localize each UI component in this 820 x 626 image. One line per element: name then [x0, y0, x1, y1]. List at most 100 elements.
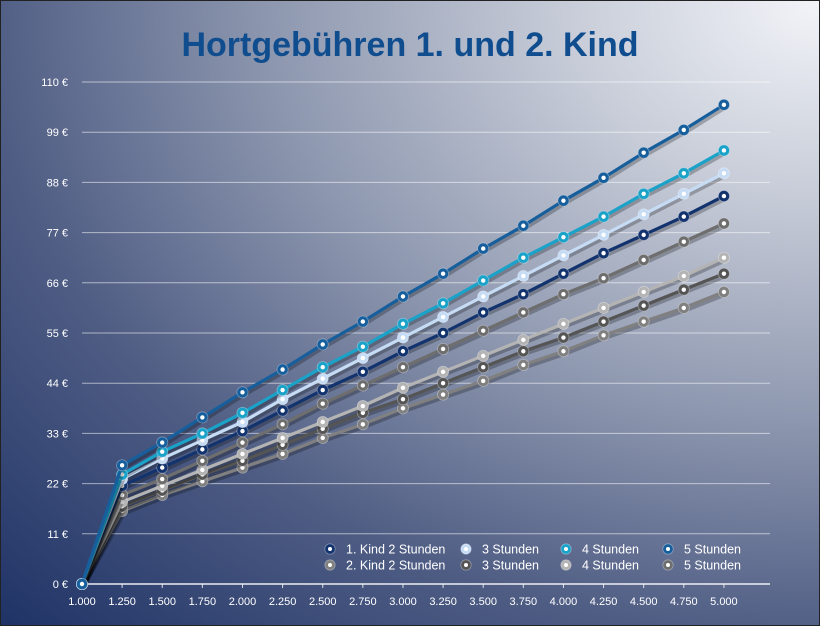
data-point-center [481, 378, 486, 384]
x-tick-label: 4.750 [670, 596, 698, 608]
data-point-center [721, 171, 727, 176]
data-point-center [481, 328, 486, 333]
data-point-center [200, 415, 205, 420]
legend-item: 4 Stunden [560, 559, 639, 573]
y-tick-label: 66 € [47, 278, 68, 290]
data-point-center [521, 310, 526, 315]
data-point-center [681, 305, 686, 311]
data-point-center [440, 330, 446, 336]
data-point-center [400, 321, 406, 327]
data-point-center [360, 344, 366, 349]
data-point-center [721, 102, 727, 108]
data-point-center [641, 232, 646, 238]
legend-label: 1. Kind 2 Stunden [346, 543, 445, 557]
data-point-center [641, 150, 646, 155]
data-point-center [440, 381, 446, 386]
data-point-center [160, 483, 165, 489]
data-point-center [481, 246, 486, 251]
legend-marker-center [328, 563, 332, 567]
data-point-center [721, 255, 727, 260]
data-point-center [481, 310, 486, 315]
legend-item: 5 Stunden [662, 559, 741, 573]
data-point-center [240, 419, 245, 425]
data-point-center [200, 467, 205, 473]
x-tick-label: 4.000 [550, 596, 578, 608]
data-point-center [641, 319, 646, 324]
series-2 [76, 167, 730, 591]
data-point-center [240, 390, 245, 395]
y-tick-label: 0 € [53, 579, 68, 591]
data-point-center [681, 273, 686, 279]
data-point-center [400, 294, 406, 299]
data-point-center [521, 223, 526, 228]
data-point-center [561, 234, 566, 240]
data-point-center [200, 447, 205, 452]
data-point-center [681, 239, 686, 244]
data-point-center [601, 276, 606, 281]
data-point-center [641, 257, 646, 263]
legend-item: 1. Kind 2 Stunden [324, 543, 445, 557]
data-point-center [521, 255, 526, 260]
x-tick-label: 2.000 [229, 596, 257, 608]
data-point-center [521, 349, 526, 354]
data-point-center [320, 342, 325, 347]
data-point-center [440, 369, 446, 374]
legend-item: 3 Stunden [460, 543, 539, 557]
data-point-center [280, 435, 285, 441]
series-shadow [81, 257, 727, 588]
data-point-center [280, 396, 285, 402]
data-point-center [561, 349, 566, 354]
data-point-center [721, 148, 727, 153]
data-point-center [119, 463, 125, 468]
data-point-center [119, 492, 125, 498]
data-point-center [320, 435, 325, 441]
x-tick-label: 2.500 [309, 596, 337, 608]
data-point-center [641, 212, 646, 217]
y-tick-label: 99 € [47, 127, 68, 139]
data-point-center [160, 456, 165, 461]
legend-marker-center [564, 547, 568, 551]
legend-label: 2. Kind 2 Stunden [346, 559, 445, 573]
series-4 [76, 98, 730, 591]
data-point-center [601, 250, 606, 256]
data-point-center [721, 221, 727, 226]
y-tick-label: 55 € [47, 328, 68, 340]
data-point-center [360, 422, 366, 427]
legend-marker-center [464, 563, 468, 567]
data-point-center [440, 314, 446, 320]
data-point-center [320, 419, 325, 425]
data-point-center [280, 442, 285, 448]
data-point-center [280, 451, 285, 457]
data-point-center [160, 449, 165, 454]
data-point-center [561, 198, 566, 203]
series-line [80, 103, 725, 585]
data-point-center [440, 392, 446, 397]
legend: 1. Kind 2 Stunden 3 Stunden 4 Stunden 5 Stu… [324, 543, 741, 573]
legend-label: 4 Stunden [582, 543, 639, 557]
data-point-center [521, 337, 526, 343]
data-point-center [280, 408, 285, 413]
data-point-center [200, 458, 205, 463]
data-point-center [721, 193, 727, 199]
x-tick-label: 3.000 [389, 596, 417, 608]
legend-label: 5 Stunden [684, 543, 741, 557]
y-tick-label: 88 € [47, 177, 68, 189]
x-tick-label: 2.250 [269, 596, 297, 608]
data-point-center [360, 369, 366, 374]
legend-label: 3 Stunden [482, 559, 539, 573]
series-line [80, 171, 725, 585]
data-point-center [200, 438, 205, 443]
data-point-center [601, 232, 606, 238]
legend-marker-center [464, 547, 468, 551]
data-point-center [601, 333, 606, 338]
data-point-center [561, 253, 566, 258]
data-point-center [240, 410, 245, 416]
series-lines [76, 98, 730, 591]
x-tick-label: 4.500 [630, 596, 658, 608]
legend-marker-center [666, 547, 670, 551]
y-tick-label: 110 € [41, 77, 68, 89]
data-point-center [360, 410, 366, 416]
data-point-center [440, 301, 446, 306]
data-point-center [320, 376, 325, 381]
